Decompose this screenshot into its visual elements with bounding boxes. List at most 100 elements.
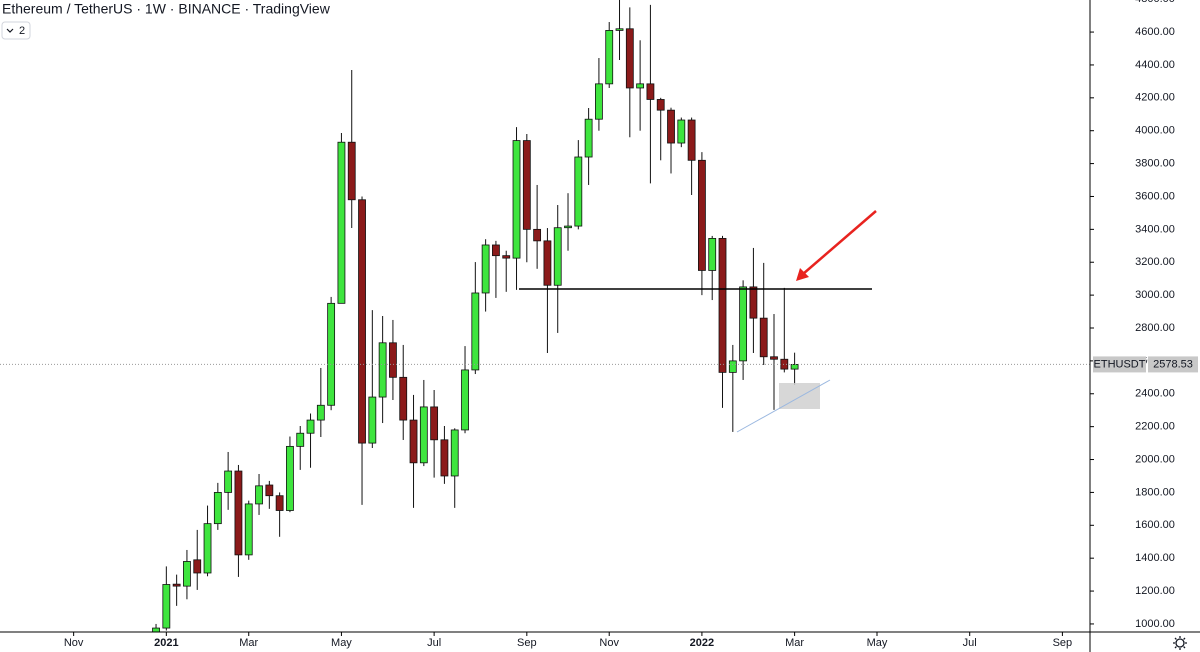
candle-body	[347, 141, 356, 201]
x-tick-label: Jul	[427, 637, 441, 649]
x-tick-label: Nov	[599, 637, 619, 649]
candle-body	[564, 225, 572, 229]
candle-body	[625, 28, 634, 89]
candle-body	[399, 376, 408, 421]
candle-body	[584, 118, 593, 158]
candle-body	[759, 317, 768, 358]
candle-body	[728, 360, 737, 373]
candle-body	[605, 30, 614, 85]
candle-body	[595, 83, 603, 120]
y-tick-label: 3000.00	[1135, 289, 1175, 301]
candle-body	[543, 240, 552, 286]
candle-body	[234, 470, 243, 556]
y-tick-label: 4600.00	[1135, 26, 1175, 38]
candle-body	[749, 286, 758, 319]
y-tick-label: 4200.00	[1135, 92, 1175, 104]
x-tick-label: May	[331, 637, 352, 649]
candle-body	[255, 485, 263, 505]
trend-line	[736, 379, 831, 433]
y-tick-label: 3400.00	[1135, 223, 1175, 235]
x-tick-label: Jul	[963, 637, 977, 649]
x-tick-label: Nov	[64, 637, 84, 649]
candle-body	[533, 228, 542, 242]
y-tick-label: 2200.00	[1135, 421, 1175, 433]
candle-body	[409, 419, 418, 464]
axes: 1000.00 1200.00 1400.00 1600.00 1800.00 2000.…	[64, 0, 1198, 649]
y-tick-label: 4400.00	[1135, 59, 1175, 71]
candle-body	[522, 140, 531, 230]
chart-title: Ethereum / TetherUS · 1W · BINANCE · Tra…	[2, 1, 331, 17]
candle-body	[450, 429, 459, 477]
x-tick-label: 2021	[154, 637, 178, 649]
candle-body	[636, 83, 645, 89]
arrow-head	[796, 268, 809, 281]
candle-body	[152, 627, 160, 632]
gear-ring	[1175, 638, 1185, 648]
x-tick-label: Sep	[517, 637, 537, 649]
x-tick-label: May	[867, 637, 888, 649]
y-tick-label: 2800.00	[1135, 322, 1175, 334]
y-tick-label: 1200.00	[1135, 585, 1175, 597]
candle-body	[708, 237, 717, 271]
candle-body	[203, 523, 212, 574]
candle-body	[739, 286, 748, 362]
candle-body	[265, 484, 274, 497]
candle-body	[502, 255, 511, 259]
indicator-count: 2	[19, 25, 25, 37]
candle-body	[471, 292, 480, 371]
candle-body	[244, 503, 253, 556]
candle-body	[698, 159, 706, 271]
x-tick-label: 2022	[690, 637, 714, 649]
candle-body	[316, 404, 325, 421]
settings-icon[interactable]	[1173, 636, 1187, 650]
x-tick-label: Mar	[239, 637, 258, 649]
candle-body	[574, 156, 583, 227]
chevron-icon	[6, 28, 14, 33]
y-tick-label: 4000.00	[1135, 125, 1175, 137]
candle-body	[656, 99, 665, 111]
y-tick-label: 2000.00	[1135, 453, 1175, 465]
candle-body	[677, 119, 686, 144]
candle-body	[419, 406, 428, 464]
candle-body	[337, 141, 346, 304]
candle-body	[481, 244, 490, 294]
candle-body	[213, 492, 222, 525]
y-tick-label: 3800.00	[1135, 157, 1175, 169]
candle-body	[286, 445, 294, 511]
y-tick-label: 2400.00	[1135, 388, 1175, 400]
y-tick-label: 1000.00	[1135, 618, 1175, 630]
y-tick-label: 3200.00	[1135, 256, 1175, 268]
candle-body	[389, 342, 397, 378]
candle-body	[275, 495, 284, 511]
candle-body	[461, 369, 469, 431]
symbol-label: ETHUSDT	[1094, 358, 1146, 370]
candle-body	[378, 342, 387, 398]
candle-body	[687, 119, 696, 161]
candle-body	[667, 109, 675, 144]
price-tag	[1148, 356, 1198, 373]
y-tick-label: 4800.00	[1135, 0, 1175, 5]
candle-body	[646, 83, 655, 100]
drawings	[519, 210, 877, 433]
y-tick-label: 1600.00	[1135, 519, 1175, 531]
x-tick-label: Mar	[785, 637, 804, 649]
candle-body	[368, 396, 377, 444]
symbol-tag	[1093, 356, 1146, 373]
collapse-button[interactable]	[1, 21, 31, 40]
candle-body	[492, 244, 500, 257]
candle-body	[440, 439, 449, 477]
candle-body	[430, 406, 439, 441]
candle-body	[162, 584, 171, 629]
candle-body	[512, 140, 521, 259]
x-tick-label: Sep	[1053, 637, 1073, 649]
candle-body	[172, 583, 181, 587]
candle-body	[224, 470, 233, 493]
header-bg	[0, 0, 330, 20]
y-tick-label: 1400.00	[1135, 552, 1175, 564]
candle-body	[327, 302, 336, 406]
candle-body	[553, 227, 562, 286]
y-tick-label: 3600.00	[1135, 190, 1175, 202]
candle-body	[770, 356, 778, 360]
y-tick-label: 1800.00	[1135, 486, 1175, 498]
